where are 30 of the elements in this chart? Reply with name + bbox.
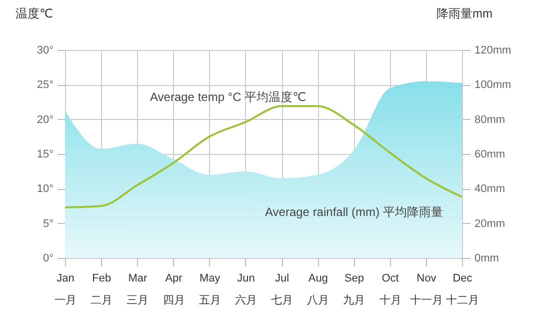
x-tick-label: May 五月 (198, 272, 221, 306)
x-tick-label: Oct 十月 (379, 272, 402, 306)
x-tick-label: Jul 七月 (271, 272, 294, 306)
y-tick-label: 5° (42, 218, 54, 230)
series-label: Average rainfall (mm) 平均降雨量 (265, 205, 443, 219)
y-tick-label: 0° (42, 252, 54, 264)
x-tick-label: Dec 十二月 (446, 272, 479, 306)
y2-tick-label: 100mm (474, 79, 512, 92)
y2-tick-label: 80mm (474, 114, 506, 126)
x-tick-label: Apr 四月 (162, 272, 185, 306)
x-tick-label: Jun 六月 (234, 272, 257, 306)
x-tick-label: Mar 三月 (126, 272, 149, 306)
y2-tick-label: 20mm (474, 218, 506, 230)
y2-tick-label: 40mm (474, 183, 506, 196)
x-tick-label: Aug 八月 (307, 272, 330, 306)
y-tick-label: 15° (36, 148, 54, 160)
x-tick-label: Jan 一月 (54, 272, 76, 306)
y-tick-label: 10° (36, 183, 54, 196)
y2-tick-label: 60mm (474, 148, 506, 160)
x-tick-label: Nov 十一月 (410, 272, 443, 306)
x-tick-label: Feb 二月 (90, 272, 113, 306)
series-label: Average temp °C 平均温度℃ (150, 90, 306, 104)
y2-tick-label: 120mm (474, 44, 512, 56)
y-tick-label: 25° (36, 79, 54, 92)
y2-axis-title: 降雨量mm (436, 6, 492, 20)
y2-tick-label: 0mm (474, 252, 499, 264)
y-tick-label: 20° (36, 114, 54, 126)
x-tick-label: Sep 九月 (343, 272, 366, 306)
y-tick-label: 30° (36, 44, 54, 56)
y-axis-title: 温度℃ (16, 6, 53, 20)
